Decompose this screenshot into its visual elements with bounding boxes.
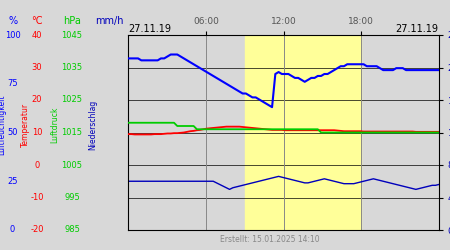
Text: 1035: 1035	[62, 63, 82, 72]
Text: hPa: hPa	[63, 16, 81, 26]
Text: Niederschlag: Niederschlag	[88, 100, 97, 150]
Text: 50: 50	[7, 128, 18, 137]
Text: Erstellt: 15.01.2025 14:10: Erstellt: 15.01.2025 14:10	[220, 235, 320, 244]
Text: 30: 30	[32, 63, 42, 72]
Text: 10: 10	[32, 128, 42, 137]
Text: -20: -20	[30, 226, 44, 234]
Text: 20: 20	[32, 96, 42, 104]
Text: 995: 995	[64, 193, 80, 202]
Text: 985: 985	[64, 226, 80, 234]
Text: 0: 0	[34, 160, 40, 170]
Bar	[245, 35, 361, 230]
Text: 1045: 1045	[62, 30, 82, 40]
Text: 40: 40	[32, 30, 42, 40]
Text: 1015: 1015	[62, 128, 82, 137]
Text: Luftdruck: Luftdruck	[50, 107, 59, 143]
Text: 1005: 1005	[62, 160, 82, 170]
Text: 0: 0	[10, 226, 15, 234]
Text: -10: -10	[30, 193, 44, 202]
Text: 25: 25	[7, 177, 18, 186]
Text: 100: 100	[4, 30, 21, 40]
Text: 75: 75	[7, 79, 18, 88]
Text: 1025: 1025	[62, 96, 82, 104]
Text: °C: °C	[31, 16, 43, 26]
Text: %: %	[8, 16, 17, 26]
Text: Temperatur: Temperatur	[21, 103, 30, 147]
Text: Luftfeuchtigkeit: Luftfeuchtigkeit	[0, 95, 6, 155]
Text: 27.11.19: 27.11.19	[396, 24, 439, 34]
Text: mm/h: mm/h	[94, 16, 123, 26]
Text: 27.11.19: 27.11.19	[128, 24, 171, 34]
